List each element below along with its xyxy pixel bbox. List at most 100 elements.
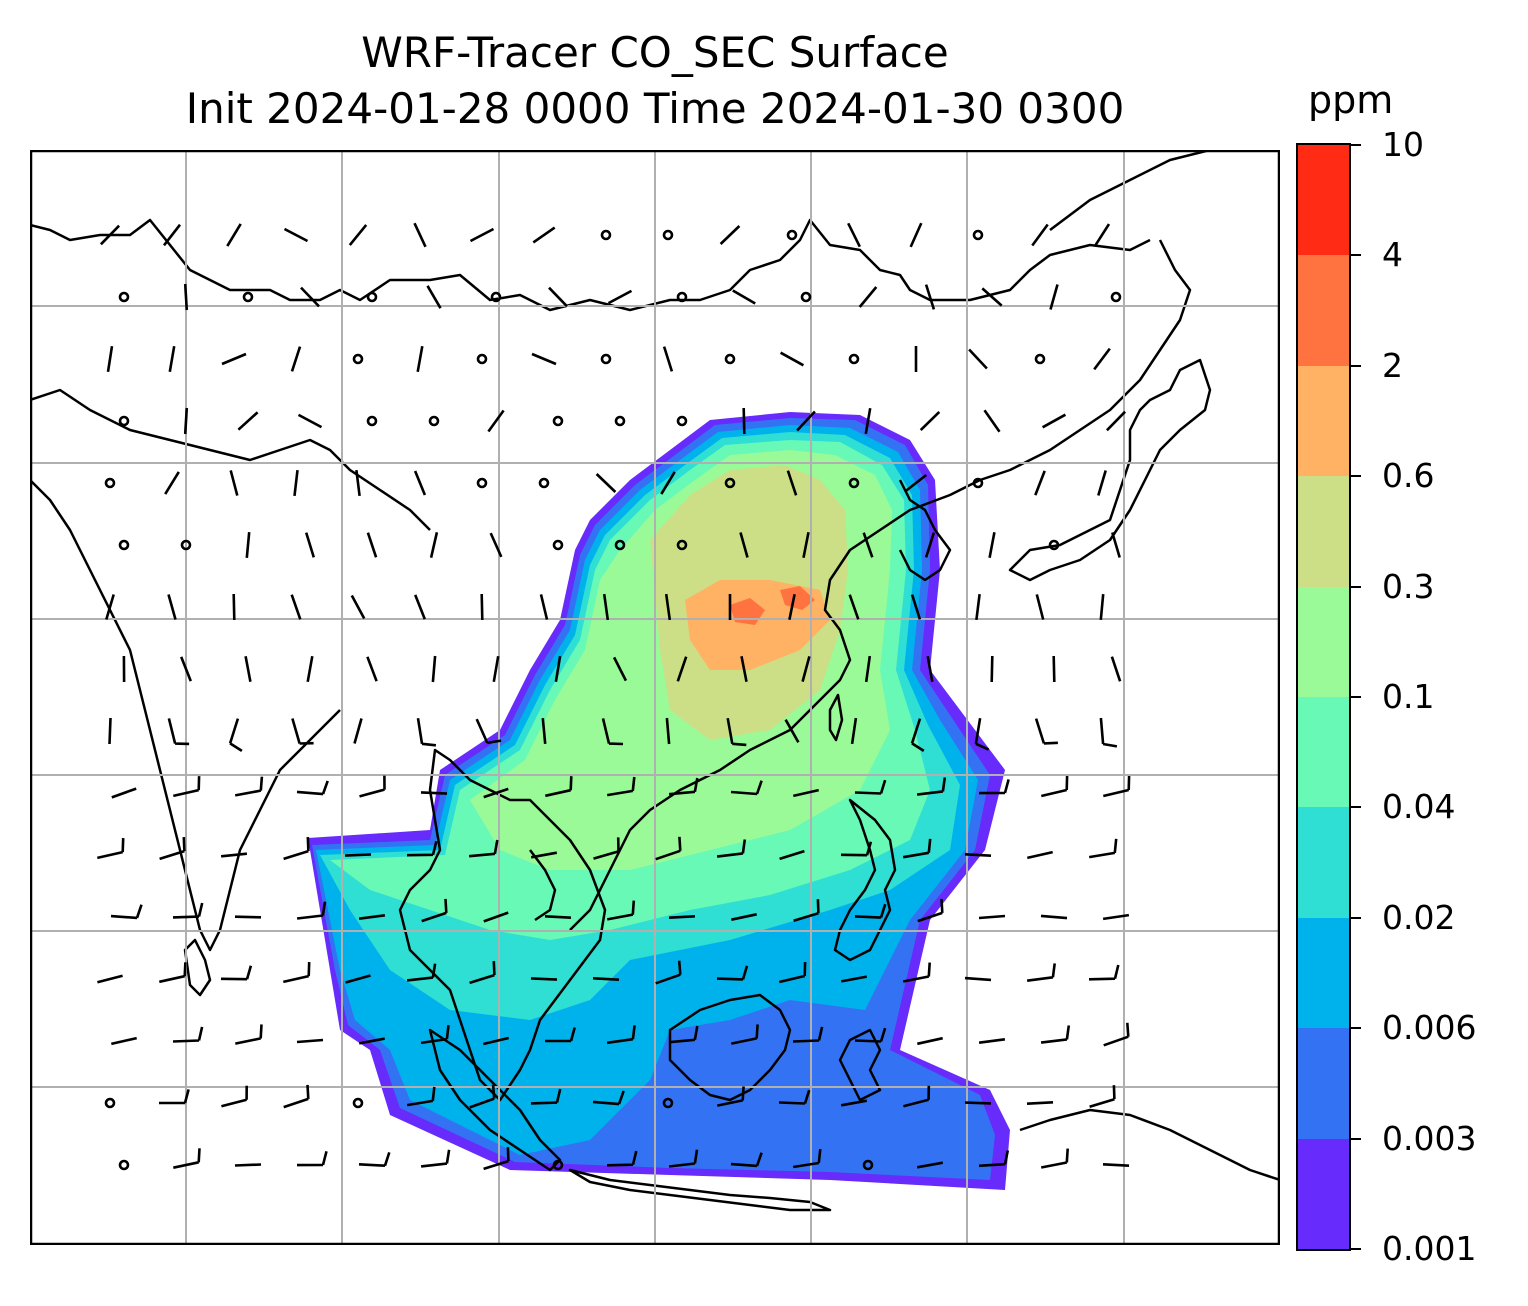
wind-barb bbox=[1040, 1025, 1071, 1044]
wind-barb bbox=[978, 779, 1010, 795]
wind-barb bbox=[420, 1025, 450, 1045]
colorbar-tick-mark bbox=[1351, 254, 1361, 257]
wind-barb bbox=[492, 655, 500, 683]
calm-wind-marker bbox=[662, 1097, 674, 1109]
wind-barb bbox=[779, 351, 805, 367]
wind-barb bbox=[406, 963, 437, 982]
wind-barb bbox=[183, 283, 189, 311]
wind-barb bbox=[106, 345, 114, 373]
wind-barb bbox=[668, 777, 699, 796]
wind-barb bbox=[234, 1163, 262, 1167]
wind-barb bbox=[924, 532, 936, 558]
colorbar-segment bbox=[1298, 144, 1349, 256]
colorbar-segment bbox=[1298, 365, 1349, 477]
wind-barb bbox=[796, 410, 816, 432]
colorbar-tick-mark bbox=[1351, 916, 1361, 919]
wind-barb bbox=[406, 840, 438, 857]
wind-barb bbox=[862, 532, 874, 558]
wind-barb bbox=[592, 1090, 625, 1106]
wind-barb bbox=[291, 718, 314, 745]
wind-barb bbox=[172, 1026, 204, 1043]
wind-barb bbox=[348, 224, 368, 246]
wind-barb bbox=[110, 904, 143, 920]
wind-barb bbox=[719, 225, 741, 245]
wind-barb bbox=[545, 776, 573, 798]
calm-wind-marker bbox=[614, 415, 626, 427]
colorbar-unit-label: ppm bbox=[1308, 78, 1394, 122]
wind-barb bbox=[731, 1024, 759, 1045]
calm-wind-marker bbox=[538, 477, 550, 489]
wind-barb bbox=[350, 594, 366, 620]
wind-barb bbox=[416, 717, 437, 747]
wind-barb bbox=[902, 838, 932, 859]
wind-barb bbox=[1052, 655, 1056, 683]
wind-barb bbox=[469, 961, 496, 985]
wind-barb bbox=[788, 594, 796, 620]
wind-barb bbox=[480, 593, 484, 621]
wind-barb bbox=[742, 407, 746, 435]
wind-barb bbox=[840, 841, 873, 857]
map-panel[interactable] bbox=[30, 150, 1280, 1245]
wind-barb bbox=[607, 289, 633, 305]
wind-barb bbox=[848, 594, 860, 620]
wind-barb bbox=[290, 346, 302, 372]
calm-wind-marker bbox=[724, 353, 736, 365]
wind-barb bbox=[297, 413, 323, 429]
wind-barb bbox=[1040, 914, 1068, 920]
wind-barb bbox=[717, 1086, 745, 1107]
wind-barb bbox=[554, 655, 562, 683]
wind-barb bbox=[179, 656, 193, 682]
wind-barb bbox=[1102, 913, 1130, 921]
calm-wind-marker bbox=[800, 291, 812, 303]
map-frame-border bbox=[30, 150, 1280, 1245]
wind-barb bbox=[847, 222, 861, 248]
wind-barb bbox=[602, 593, 610, 621]
north-border-line bbox=[30, 218, 1151, 312]
wind-barb bbox=[1111, 532, 1121, 558]
wind-barb bbox=[234, 776, 264, 797]
northeast-coast bbox=[1049, 150, 1211, 231]
indochina-coast bbox=[398, 748, 607, 1102]
wind-barb bbox=[864, 407, 872, 435]
wind-barb bbox=[840, 975, 868, 983]
colorbar-tick-label: 0.3 bbox=[1382, 566, 1435, 606]
calm-wind-marker bbox=[552, 539, 564, 551]
colorbar-segment bbox=[1298, 917, 1349, 1029]
calm-wind-marker bbox=[352, 353, 364, 365]
wind-barb bbox=[612, 656, 628, 682]
wind-barb bbox=[306, 655, 314, 683]
wind-barb bbox=[172, 902, 204, 919]
wind-barb bbox=[1088, 964, 1120, 981]
wind-barb bbox=[245, 531, 251, 559]
calm-wind-marker bbox=[104, 477, 116, 489]
wind-barb bbox=[173, 776, 201, 798]
wind-barb bbox=[406, 1086, 436, 1107]
calm-wind-marker bbox=[600, 353, 612, 365]
calm-wind-marker bbox=[118, 415, 130, 427]
wind-barb bbox=[173, 1148, 201, 1169]
colorbar-tick-mark bbox=[1351, 144, 1361, 146]
wind-barb bbox=[1034, 718, 1058, 745]
wind-barb bbox=[358, 914, 386, 920]
wind-barb bbox=[483, 1147, 510, 1171]
wind-barb bbox=[840, 1099, 868, 1107]
central-asia-border bbox=[30, 388, 431, 531]
calm-wind-marker bbox=[662, 229, 674, 241]
wind-barb bbox=[606, 1150, 638, 1167]
wind-barb bbox=[926, 655, 934, 683]
wind-barb bbox=[784, 719, 800, 743]
wind-barb bbox=[1040, 1148, 1069, 1169]
wind-barb bbox=[1026, 963, 1056, 982]
map-title-line2: Init 2024-01-28 0000 Time 2024-01-30 030… bbox=[185, 84, 1125, 133]
wind-barb bbox=[159, 1089, 190, 1105]
wind-barb bbox=[290, 594, 302, 620]
wind-barb bbox=[924, 284, 936, 310]
colorbar bbox=[1296, 143, 1351, 1251]
wind-barb bbox=[606, 1025, 636, 1045]
wind-barb bbox=[487, 409, 505, 433]
wind-barb bbox=[910, 718, 925, 752]
calm-wind-marker bbox=[476, 477, 488, 489]
wind-barb bbox=[964, 853, 992, 857]
calm-wind-marker bbox=[1048, 539, 1060, 551]
wind-barb bbox=[854, 1027, 887, 1043]
